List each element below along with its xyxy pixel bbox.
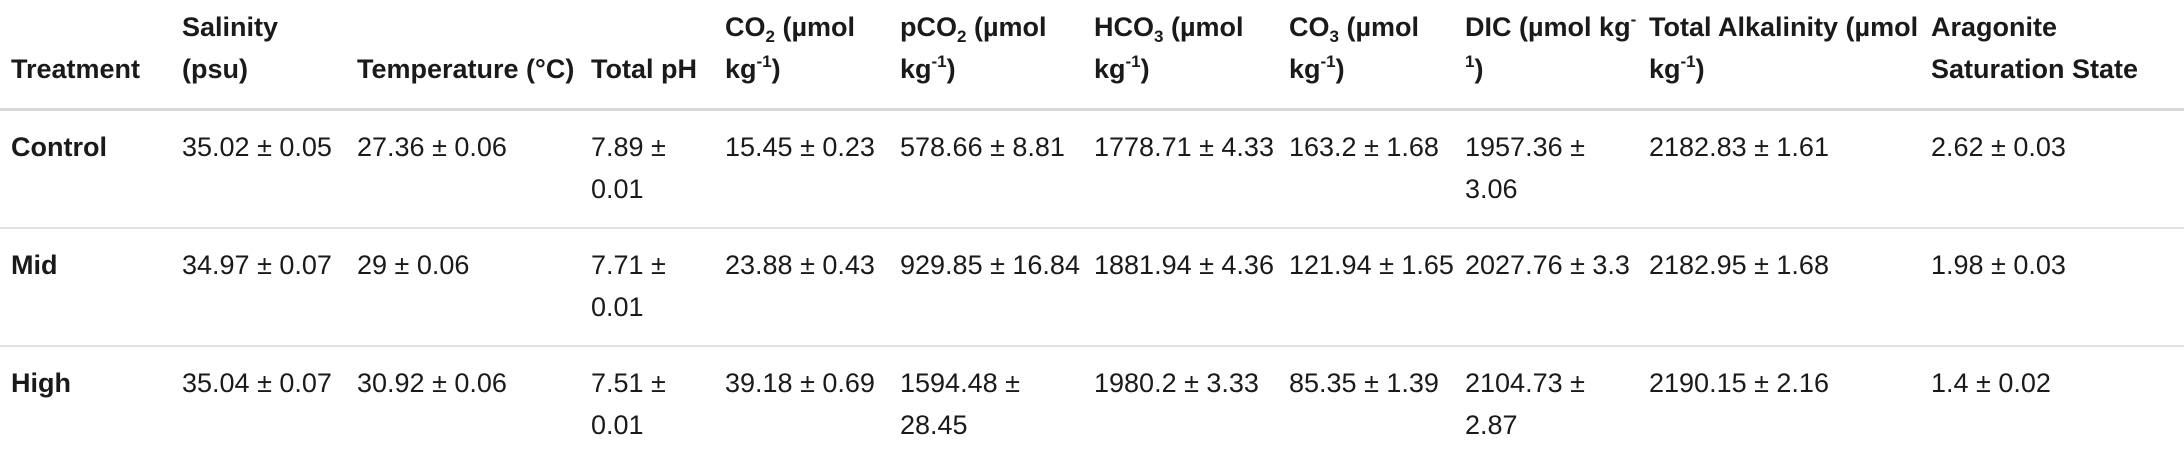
header-aragonite-saturation: Aragonite Saturation State [1931, 12, 2139, 84]
treatment-cell: Control [11, 132, 107, 162]
total-ph-cell: 7.51 ± 0.01 [591, 368, 666, 440]
header-total-ph: Total pH [591, 54, 697, 84]
co3-cell: 85.35 ± 1.39 [1289, 368, 1439, 398]
table-row: High 35.04 ± 0.07 30.92 ± 0.06 7.51 ± 0.… [0, 346, 2184, 463]
salinity-cell: 35.04 ± 0.07 [182, 368, 332, 398]
salinity-cell: 35.02 ± 0.05 [182, 132, 332, 162]
table-row: Control 35.02 ± 0.05 27.36 ± 0.06 7.89 ±… [0, 110, 2184, 228]
co2-cell: 39.18 ± 0.69 [725, 368, 875, 398]
header-treatment: Treatment [11, 54, 141, 84]
total-alkalinity-cell: 2190.15 ± 2.16 [1649, 368, 1829, 398]
header-salinity: Salinity (psu) [182, 12, 279, 84]
hco3-cell: 1778.71 ± 4.33 [1094, 132, 1274, 162]
temperature-cell: 30.92 ± 0.06 [357, 368, 507, 398]
total-ph-cell: 7.71 ± 0.01 [591, 250, 666, 322]
aragonite-saturation-cell: 2.62 ± 0.03 [1931, 132, 2066, 162]
table-header-row: Treatment Salinity (psu) Temperature (°C… [0, 0, 2184, 110]
total-alkalinity-cell: 2182.83 ± 1.61 [1649, 132, 1829, 162]
co3-cell: 121.94 ± 1.65 [1289, 250, 1454, 280]
dic-cell: 2027.76 ± 3.3 [1465, 250, 1630, 280]
header-co2: CO2 (µmol kg-1) [725, 12, 856, 84]
co3-cell: 163.2 ± 1.68 [1289, 132, 1439, 162]
aragonite-saturation-cell: 1.4 ± 0.02 [1931, 368, 2051, 398]
treatment-cell: High [11, 368, 71, 398]
header-co3: CO3 (µmol kg-1) [1289, 12, 1420, 84]
header-dic: DIC (µmol kg-1) [1465, 10, 1637, 84]
header-total-alkalinity: Total Alkalinity (µmol kg-1) [1649, 12, 1919, 84]
header-temperature: Temperature (°C) [357, 54, 575, 84]
hco3-cell: 1980.2 ± 3.33 [1094, 368, 1259, 398]
treatment-cell: Mid [11, 250, 58, 280]
total-alkalinity-cell: 2182.95 ± 1.68 [1649, 250, 1829, 280]
dic-cell: 1957.36 ± 3.06 [1465, 132, 1585, 204]
pco2-cell: 929.85 ± 16.84 [900, 250, 1080, 280]
header-hco3: HCO3 (µmol kg-1) [1094, 12, 1244, 84]
co2-cell: 23.88 ± 0.43 [725, 250, 875, 280]
co2-cell: 15.45 ± 0.23 [725, 132, 875, 162]
hco3-cell: 1881.94 ± 4.36 [1094, 250, 1274, 280]
salinity-cell: 34.97 ± 0.07 [182, 250, 332, 280]
header-pco2: pCO2 (µmol kg-1) [900, 12, 1047, 84]
temperature-cell: 27.36 ± 0.06 [357, 132, 507, 162]
dic-cell: 2104.73 ± 2.87 [1465, 368, 1585, 440]
total-ph-cell: 7.89 ± 0.01 [591, 132, 666, 204]
pco2-cell: 1594.48 ± 28.45 [900, 368, 1020, 440]
aragonite-saturation-cell: 1.98 ± 0.03 [1931, 250, 2066, 280]
pco2-cell: 578.66 ± 8.81 [900, 132, 1065, 162]
temperature-cell: 29 ± 0.06 [357, 250, 470, 280]
table-row: Mid 34.97 ± 0.07 29 ± 0.06 7.71 ± 0.01 2… [0, 228, 2184, 346]
